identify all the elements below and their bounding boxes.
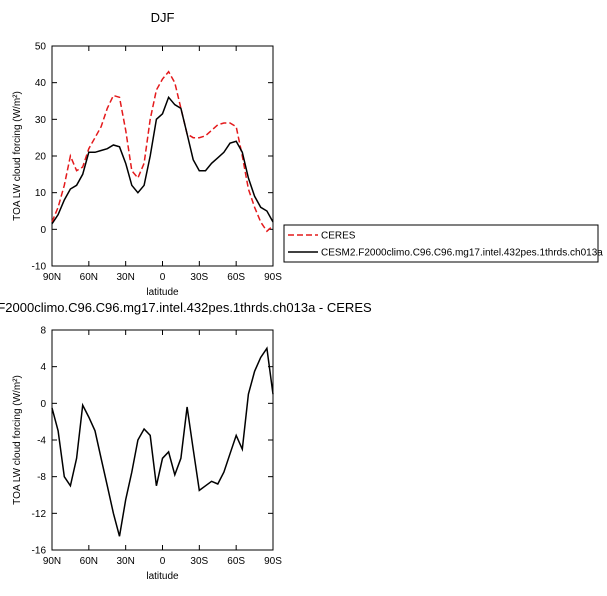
x-tick-label: 30N: [116, 556, 134, 567]
x-tick-label: 60S: [227, 272, 245, 283]
x-tick-label: 90N: [43, 272, 61, 283]
y-tick-label: -12: [32, 509, 47, 520]
y-tick-label: 8: [40, 326, 46, 337]
x-tick-label: 30S: [190, 556, 208, 567]
x-tick-label: 30S: [190, 272, 208, 283]
y-tick-label: 20: [35, 152, 47, 163]
x-tick-label: 60N: [80, 272, 98, 283]
x-tick-label: 0: [160, 272, 166, 283]
data-line: [51, 95, 274, 225]
legend-label: CESM2.F2000climo.C96.C96.mg17.intel.432p…: [321, 248, 603, 259]
y-tick-label: 4: [40, 362, 46, 373]
x-tick-label: 30N: [116, 272, 134, 283]
legend-label: CERES: [321, 231, 356, 242]
x-tick-label: 90S: [264, 556, 282, 567]
y-tick-label: 30: [35, 115, 47, 126]
y-tick-label: -10: [32, 262, 47, 273]
chart-title: F2000climo.C96.C96.mg17.intel.432pes.1th…: [0, 300, 372, 315]
x-tick-label: 0: [160, 556, 166, 567]
x-tick-label: 90S: [264, 272, 282, 283]
legend-box: [283, 224, 599, 263]
data-line: [51, 70, 274, 233]
chart-title: DJF: [151, 10, 175, 25]
x-tick-label: 90N: [43, 556, 61, 567]
y-axis-label: TOA LW cloud forcing (W/m²): [12, 91, 23, 221]
y-tick-label: -4: [37, 436, 46, 447]
y-tick-label: 0: [40, 399, 46, 410]
plot-frame: [51, 329, 274, 551]
y-axis-label: TOA LW cloud forcing (W/m²): [12, 375, 23, 505]
x-axis-label: latitude: [146, 287, 179, 298]
y-tick-label: 40: [35, 78, 47, 89]
y-tick-label: -8: [37, 472, 46, 483]
x-axis-label: latitude: [146, 571, 179, 582]
y-tick-label: 10: [35, 188, 47, 199]
x-tick-label: 60N: [80, 556, 98, 567]
y-tick-label: 0: [40, 225, 46, 236]
y-tick-label: -16: [32, 546, 47, 557]
data-line: [51, 346, 274, 537]
x-tick-label: 60S: [227, 556, 245, 567]
y-tick-label: 50: [35, 42, 47, 53]
